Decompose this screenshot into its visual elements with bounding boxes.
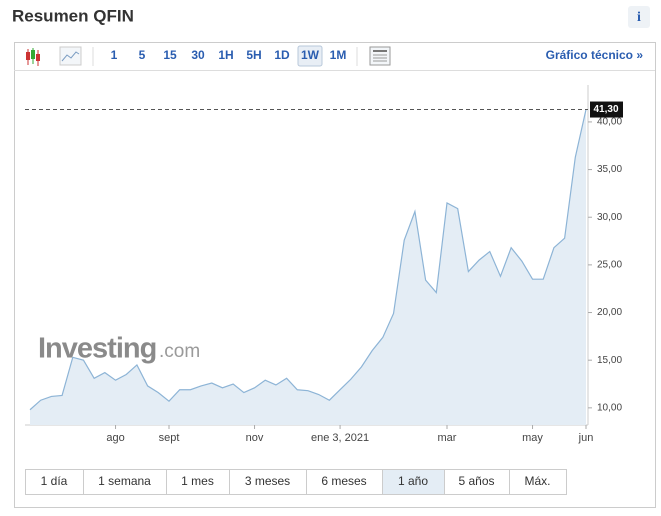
y-tick-label: 25,00 <box>597 260 622 271</box>
y-tick-label: 15,00 <box>597 355 622 366</box>
range-button[interactable] <box>444 469 510 495</box>
interval-button[interactable]: 5 <box>139 48 146 62</box>
technical-link[interactable]: Gráfico técnico » <box>546 48 644 62</box>
range-label[interactable]: 1 mes <box>181 474 214 488</box>
x-tick-label: nov <box>246 432 264 444</box>
interval-button[interactable]: 15 <box>163 48 177 62</box>
selected-interval <box>297 45 323 67</box>
range-label[interactable]: 5 años <box>458 474 494 488</box>
x-tick-label: jun <box>578 432 594 444</box>
range-button[interactable] <box>509 469 567 495</box>
range-button[interactable] <box>25 469 84 495</box>
range-button[interactable] <box>166 469 230 495</box>
interval-button[interactable]: 30 <box>191 48 205 62</box>
interval-button[interactable]: 1H <box>218 48 233 62</box>
y-tick-label: 10,00 <box>597 402 622 413</box>
x-tick-label: ene 3, 2021 <box>311 432 369 444</box>
price-line <box>29 109 587 411</box>
x-tick-label: ago <box>106 432 124 444</box>
range-button[interactable] <box>306 469 383 495</box>
current-price-box <box>590 101 623 118</box>
table-icon[interactable] <box>369 46 391 66</box>
y-tick-label: 40,00 <box>597 117 622 128</box>
range-label[interactable]: Máx. <box>524 474 550 488</box>
current-price-label: 41,30 <box>593 104 618 115</box>
candle-icon[interactable] <box>26 48 40 66</box>
x-tick-label: mar <box>438 432 457 444</box>
range-label[interactable]: 1 día <box>41 474 68 488</box>
watermark-suffix: .com <box>159 341 200 362</box>
widget-frame <box>14 42 656 508</box>
y-tick-label: 30,00 <box>597 212 622 223</box>
area-fill <box>30 109 586 425</box>
range-label[interactable]: 1 año <box>398 474 428 488</box>
range-label[interactable]: 6 meses <box>321 474 366 488</box>
info-button[interactable] <box>628 6 650 28</box>
interval-button[interactable]: 1W <box>301 48 320 62</box>
x-tick-label: sept <box>159 432 180 444</box>
watermark-brand: Investing <box>38 333 156 365</box>
range-button[interactable] <box>83 469 167 495</box>
range-label[interactable]: 1 semana <box>98 474 151 488</box>
interval-button[interactable]: 1D <box>274 48 290 62</box>
interval-button[interactable]: 1 <box>111 48 118 62</box>
x-tick-label: may <box>522 432 543 444</box>
interval-button[interactable]: 5H <box>246 48 261 62</box>
widget-title: Resumen QFIN <box>12 6 134 25</box>
interval-button[interactable]: 1M <box>330 48 347 62</box>
y-tick-label: 35,00 <box>597 164 622 175</box>
range-label[interactable]: 3 meses <box>245 474 290 488</box>
range-button[interactable] <box>382 469 445 495</box>
info-icon: i <box>637 10 641 25</box>
y-tick-label: 20,00 <box>597 307 622 318</box>
area-icon[interactable] <box>59 46 82 66</box>
